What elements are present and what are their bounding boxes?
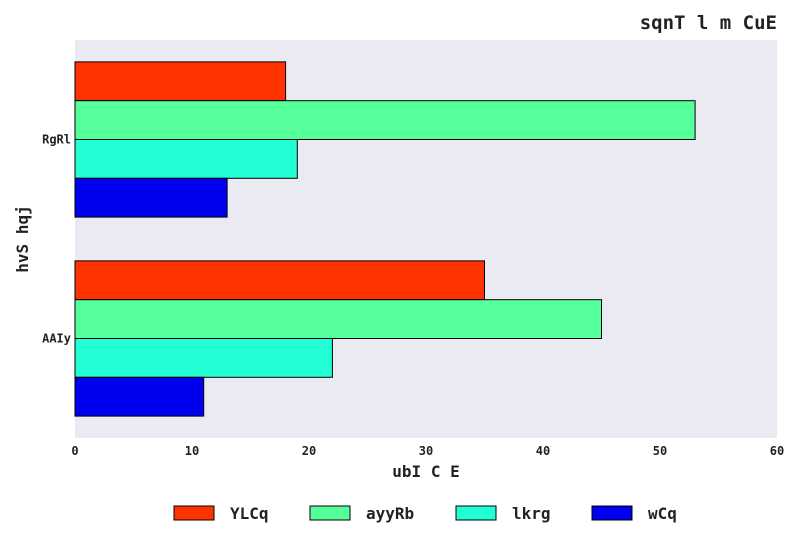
bar-lkrg-AAIy — [74, 338, 333, 378]
x-tick-label: 0 — [71, 444, 78, 458]
bar-YLCq-RgRl — [74, 61, 287, 102]
bar-ayyRb-AAIy — [74, 299, 602, 340]
x-tick-label: 20 — [302, 444, 316, 458]
x-axis-label: ubI C E — [392, 462, 459, 481]
bar-ayyRb-RgRl — [74, 100, 696, 140]
legend: YLCq ayyRb lkrg wCq — [173, 504, 677, 523]
bar-wCq-AAIy — [74, 376, 205, 417]
legend-swatch — [173, 505, 215, 521]
legend-label: lkrg — [512, 504, 551, 523]
legend-swatch — [309, 505, 351, 521]
x-tick-label: 10 — [185, 444, 199, 458]
x-tick-label: 40 — [536, 444, 550, 458]
x-tick-label: 60 — [770, 444, 784, 458]
y-axis-label: hvS hqj — [13, 205, 32, 272]
bar-YLCq-AAIy — [74, 260, 485, 301]
y-axis: AAIy RgRl — [42, 133, 71, 346]
bar-wCq-RgRl — [74, 177, 228, 218]
x-tick-label: 30 — [419, 444, 433, 458]
bar-lkrg-RgRl — [74, 139, 298, 179]
legend-swatch — [591, 505, 633, 521]
legend-label: YLCq — [230, 504, 269, 523]
legend-label: wCq — [648, 504, 677, 523]
bars-group — [74, 61, 696, 417]
chart-title: sqnT l m CuE — [640, 12, 777, 34]
y-tick-label: RgRl — [42, 133, 71, 147]
x-tick-label: 50 — [653, 444, 667, 458]
y-tick-label: AAIy — [42, 332, 71, 346]
legend-label: ayyRb — [366, 504, 414, 523]
x-axis: 0 10 20 30 40 50 60 — [71, 444, 784, 458]
legend-swatch — [455, 505, 497, 521]
